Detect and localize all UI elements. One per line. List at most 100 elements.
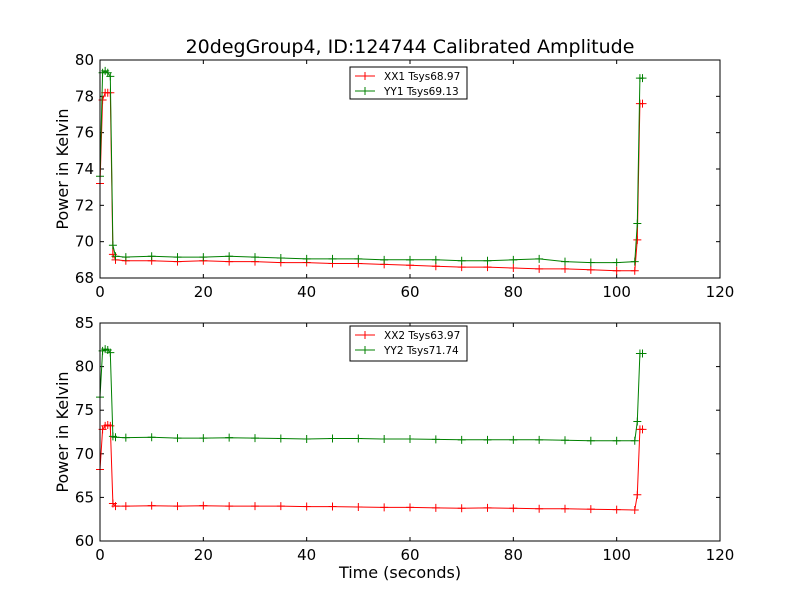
data-point [380,255,389,264]
data-point [483,435,492,444]
data-point [586,258,595,267]
data-point [535,254,544,263]
data-point [173,253,182,262]
data-point [276,502,285,511]
data-point [108,241,117,250]
data-point [225,252,234,261]
y-tick-label: 85 [75,314,94,332]
data-point [638,74,647,83]
data-point [276,434,285,443]
data-point [121,502,130,511]
data-point [380,434,389,443]
legend-marker [361,72,369,80]
y-tick-label: 68 [75,269,94,287]
x-tick-label: 120 [706,283,735,301]
data-point [225,502,234,511]
data-point [535,264,544,273]
legend-marker [361,346,369,354]
data-point [483,503,492,512]
x-tick-label: 20 [194,283,213,301]
axes-frame [99,322,721,542]
data-point [561,257,569,266]
data-point [380,503,389,512]
data-point [354,434,363,443]
data-point [509,255,518,264]
x-tick-label: 60 [400,283,419,301]
y-tick-label: 75 [75,401,94,419]
x-tick-label: 40 [297,546,316,564]
legend: XX1 Tsys68.97 YY1 Tsys69.13 [349,66,468,100]
data-point [431,435,440,444]
y-tick-label: 70 [75,445,94,463]
x-tick-label: 40 [297,283,316,301]
data-point [302,502,311,511]
x-tick-label: 0 [95,283,105,301]
legend-box [349,66,468,100]
data-point [276,254,285,263]
data-point [633,490,642,499]
data-point [431,255,440,264]
data-point [121,433,130,442]
data-point [406,503,414,512]
data-point [251,434,259,443]
data-point [199,434,208,443]
data-point [199,253,208,262]
top-subplot: 0 20 40 60 80 100 120 68 70 72 74 76 78 80 Power in Ke… [53,51,734,301]
x-tick-label: 60 [400,546,419,564]
data-point [457,504,466,513]
legend-marker [361,87,369,95]
data-point [633,235,642,244]
data-point [406,434,414,443]
data-point [561,264,569,273]
data-point [638,425,647,434]
y-tick-label: 80 [75,358,94,376]
y-tick-label: 72 [75,196,94,214]
y-tick-label: 80 [75,51,94,69]
x-tick-label: 100 [602,546,631,564]
data-point [173,434,182,443]
legend-box [349,325,468,362]
y-tick-label: 76 [75,124,94,142]
data-point [328,502,337,511]
data-point [509,264,518,273]
data-point [586,505,595,514]
data-point [354,254,363,263]
data-point [121,253,130,262]
data-point [225,433,234,442]
y-tick-label: 65 [75,488,94,506]
x-tick-label: 20 [194,546,213,564]
data-point [147,501,156,510]
data-point [106,348,115,357]
data-point [199,501,208,510]
data-point [509,504,518,513]
data-point [561,504,569,513]
data-point [633,219,642,228]
x-axis-label: Time (seconds) [338,563,461,582]
data-point [630,257,639,266]
data-point [535,435,544,444]
bottom-subplot: 0 20 40 60 80 100 120 60 65 70 75 80 85 Power in Kelv… [53,314,734,582]
data-point [111,502,120,511]
data-point [328,434,337,443]
data-point [106,72,115,81]
data-point [457,435,466,444]
data-point [111,252,120,261]
data-point [251,253,259,262]
legend-label: XX2 Tsys63.97 [384,330,460,342]
y-tick-label: 60 [75,532,94,550]
x-tick-label: 100 [602,283,631,301]
data-point [612,266,621,275]
axes-frame [99,59,721,279]
data-point [483,256,492,265]
data-point [457,256,466,265]
data-point [630,436,639,445]
data-point [354,502,363,511]
data-point [302,254,311,263]
data-point [612,258,621,267]
data-point [612,505,621,514]
data-point [633,417,642,426]
legend-label: YY1 Tsys69.13 [383,86,459,98]
data-point [111,433,120,442]
x-tick-label: 80 [504,283,523,301]
